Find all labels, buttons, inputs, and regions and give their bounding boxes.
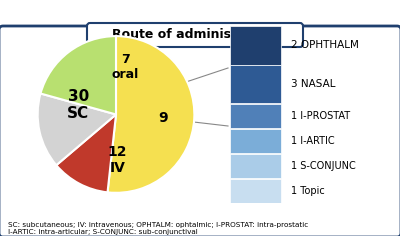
Text: 9: 9 bbox=[158, 111, 168, 125]
Text: SC: subcutaneous; IV: intravenous; OPHTALM: ophtalmic; I-PROSTAT: intra-prostati: SC: subcutaneous; IV: intravenous; OPHTA… bbox=[8, 222, 308, 235]
Text: 7
oral: 7 oral bbox=[112, 53, 139, 81]
Text: 1 I-PROSTAT: 1 I-PROSTAT bbox=[291, 111, 350, 121]
Text: 2 OPHTHALM: 2 OPHTHALM bbox=[291, 40, 359, 51]
Text: 1 S-CONJUNC: 1 S-CONJUNC bbox=[291, 161, 356, 171]
Wedge shape bbox=[56, 114, 116, 192]
Wedge shape bbox=[108, 36, 194, 193]
Bar bbox=[230, 129, 281, 153]
Text: 12
IV: 12 IV bbox=[108, 145, 127, 175]
FancyBboxPatch shape bbox=[87, 23, 303, 47]
Text: 1 I-ARTIC: 1 I-ARTIC bbox=[291, 136, 334, 146]
Wedge shape bbox=[38, 93, 116, 165]
Text: 3 NASAL: 3 NASAL bbox=[291, 79, 335, 89]
Text: Route of administration: Route of administration bbox=[112, 29, 278, 42]
Bar bbox=[230, 26, 281, 64]
Bar bbox=[230, 104, 281, 128]
Wedge shape bbox=[40, 36, 116, 114]
Text: 30
SC: 30 SC bbox=[67, 89, 90, 121]
FancyBboxPatch shape bbox=[0, 26, 400, 236]
Bar bbox=[230, 154, 281, 178]
Bar bbox=[230, 65, 281, 103]
Bar bbox=[230, 178, 281, 202]
Text: 1 Topic: 1 Topic bbox=[291, 185, 324, 196]
